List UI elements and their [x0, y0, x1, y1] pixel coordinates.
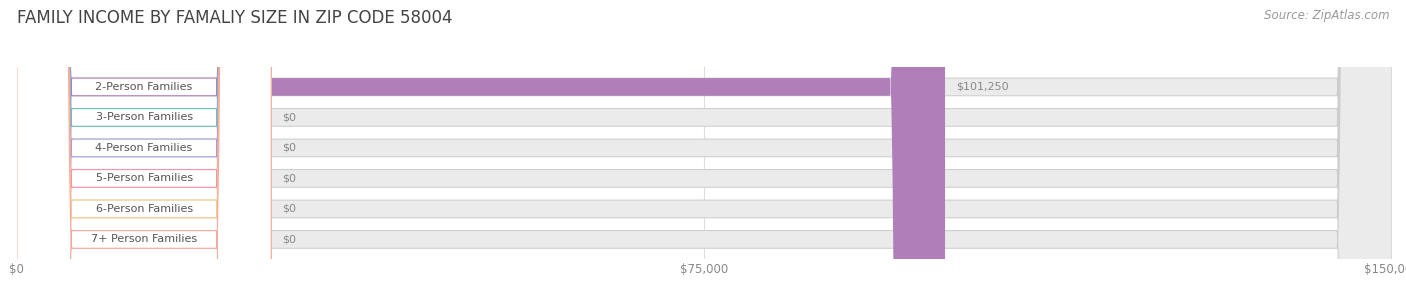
- FancyBboxPatch shape: [17, 0, 271, 305]
- FancyBboxPatch shape: [17, 0, 271, 305]
- Text: $0: $0: [283, 235, 297, 244]
- FancyBboxPatch shape: [17, 0, 1392, 305]
- Text: 7+ Person Families: 7+ Person Families: [91, 235, 197, 244]
- Text: $0: $0: [283, 204, 297, 214]
- FancyBboxPatch shape: [17, 0, 271, 305]
- Text: 5-Person Families: 5-Person Families: [96, 174, 193, 183]
- Text: $0: $0: [283, 174, 297, 183]
- FancyBboxPatch shape: [17, 0, 1392, 305]
- FancyBboxPatch shape: [17, 0, 271, 305]
- Text: 6-Person Families: 6-Person Families: [96, 204, 193, 214]
- Text: $0: $0: [283, 143, 297, 153]
- FancyBboxPatch shape: [17, 0, 1392, 305]
- FancyBboxPatch shape: [17, 0, 1392, 305]
- Text: $101,250: $101,250: [956, 82, 1008, 92]
- Text: 4-Person Families: 4-Person Families: [96, 143, 193, 153]
- Text: $0: $0: [283, 113, 297, 122]
- FancyBboxPatch shape: [17, 0, 271, 305]
- FancyBboxPatch shape: [17, 0, 945, 305]
- FancyBboxPatch shape: [17, 0, 1392, 305]
- Text: Source: ZipAtlas.com: Source: ZipAtlas.com: [1264, 9, 1389, 22]
- Text: FAMILY INCOME BY FAMALIY SIZE IN ZIP CODE 58004: FAMILY INCOME BY FAMALIY SIZE IN ZIP COD…: [17, 9, 453, 27]
- Text: 3-Person Families: 3-Person Families: [96, 113, 193, 122]
- FancyBboxPatch shape: [17, 0, 271, 305]
- FancyBboxPatch shape: [17, 0, 1392, 305]
- Text: 2-Person Families: 2-Person Families: [96, 82, 193, 92]
